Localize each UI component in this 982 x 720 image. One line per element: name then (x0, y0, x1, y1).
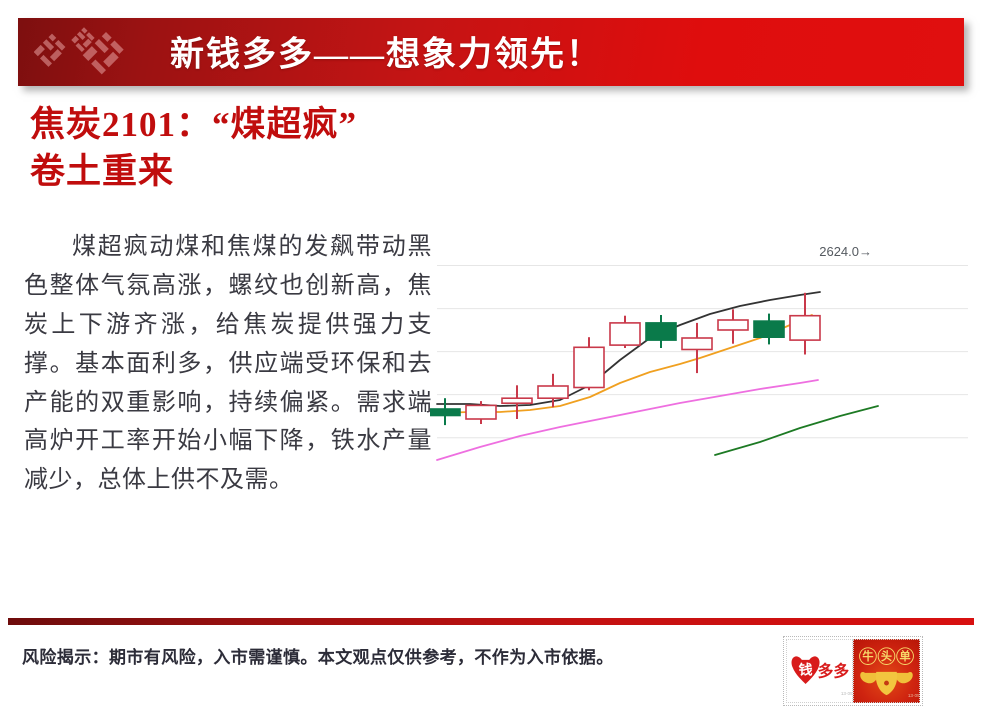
page-title: 焦炭2101：“煤超疯” 卷土重来 (30, 101, 460, 196)
red-heart-icon (791, 656, 820, 684)
header-banner: 新钱多多——想象力领先！ (18, 18, 964, 86)
candlestick-series (430, 292, 821, 426)
svg-text:13·05: 13·05 (841, 691, 852, 696)
svg-text:头: 头 (881, 649, 892, 663)
footer-divider (8, 618, 974, 625)
last-price-label: 2624.0→ (819, 244, 872, 259)
svg-text:钱: 钱 (799, 662, 813, 679)
qianduoduo-badge: 钱 多多 13·05 (786, 639, 853, 703)
page-title-line-1: 焦炭2101：“煤超疯” (30, 105, 358, 144)
footer-logo-badges: 钱 多多 13·05 牛 头 单 13·05 (783, 636, 923, 706)
risk-disclaimer: 风险揭示：期市有风险，入市需谨慎。本文观点仅供参考，不作为入市依据。 (22, 648, 614, 667)
svg-text:多多: 多多 (818, 662, 850, 681)
page-title-line-2: 卷土重来 (30, 152, 175, 192)
golden-bull-head-icon (860, 671, 913, 696)
candlestick-chart-svg: 2624.0→ (430, 244, 968, 461)
header-title: 新钱多多——想象力领先！ (170, 36, 602, 74)
body-paragraph: 煤超疯动煤和焦煤的发飙带动黑色整体气氛高涨，螺纹也创新高，焦炭上下游齐涨，给焦炭… (24, 234, 432, 494)
chart-gridlines (437, 265, 968, 439)
svg-text:13·05: 13·05 (908, 693, 919, 698)
svg-text:2624.0→: 2624.0→ (819, 244, 872, 259)
svg-text:单: 单 (900, 649, 911, 663)
svg-text:牛: 牛 (862, 649, 873, 663)
moving-average-lines (436, 291, 879, 461)
niutoudan-badge: 牛 头 单 13·05 (853, 639, 920, 703)
chinese-knot-diamond-icon (33, 20, 166, 84)
candlestick-chart: 2624.0→ (430, 232, 975, 482)
